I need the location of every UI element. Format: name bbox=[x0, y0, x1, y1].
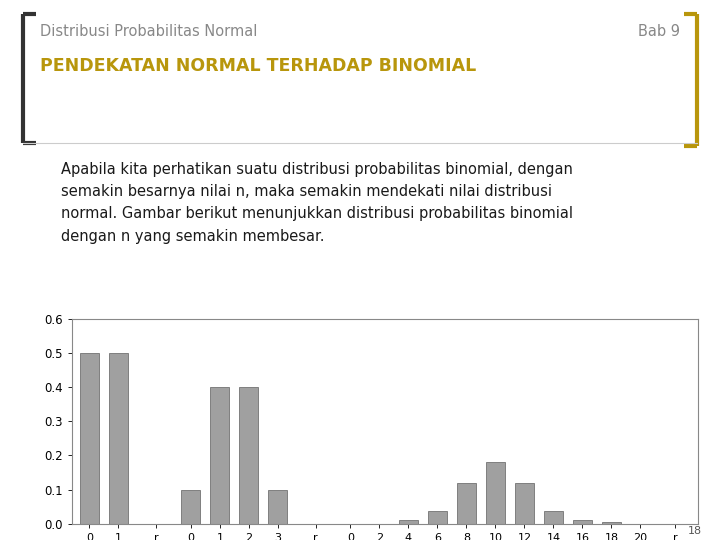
Bar bbox=[486, 462, 505, 524]
Text: 18: 18 bbox=[688, 525, 702, 536]
Bar bbox=[181, 490, 200, 524]
Text: Distribusi Probabilitas Normal: Distribusi Probabilitas Normal bbox=[40, 24, 257, 39]
Bar bbox=[240, 387, 258, 524]
Bar bbox=[544, 511, 563, 524]
Text: Apabila kita perhatikan suatu distribusi probabilitas binomial, dengan
semakin b: Apabila kita perhatikan suatu distribusi… bbox=[61, 162, 573, 244]
Text: Bab 9: Bab 9 bbox=[639, 24, 680, 39]
Bar bbox=[399, 521, 418, 524]
Bar bbox=[515, 483, 534, 524]
Bar bbox=[457, 483, 476, 524]
Bar bbox=[80, 353, 99, 524]
Bar bbox=[269, 490, 287, 524]
Bar bbox=[573, 521, 592, 524]
Bar bbox=[428, 511, 447, 524]
Bar bbox=[210, 387, 230, 524]
Bar bbox=[602, 522, 621, 524]
Bar bbox=[109, 353, 128, 524]
Text: PENDEKATAN NORMAL TERHADAP BINOMIAL: PENDEKATAN NORMAL TERHADAP BINOMIAL bbox=[40, 57, 476, 75]
